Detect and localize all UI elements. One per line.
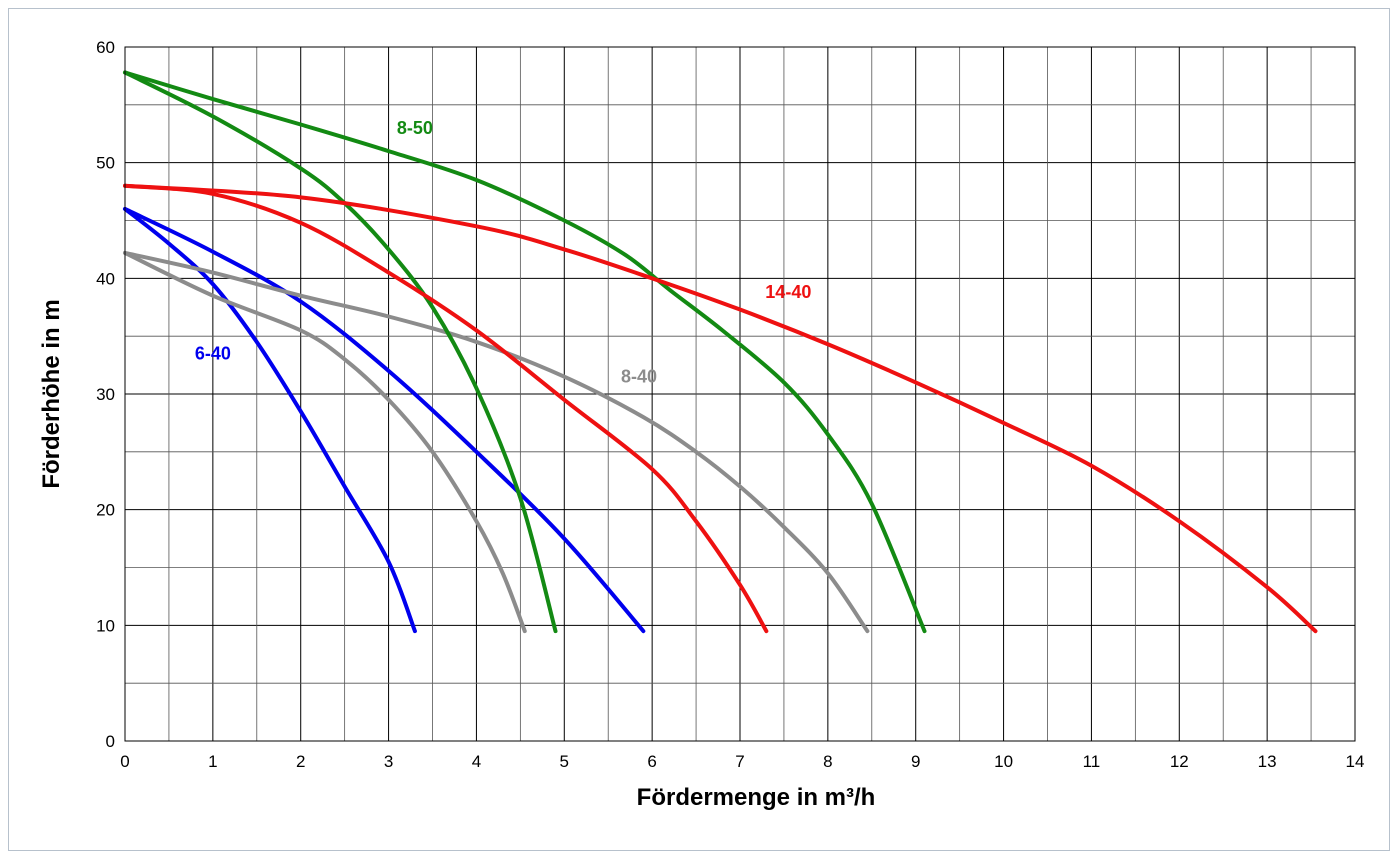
y-tick-label: 10	[96, 616, 115, 635]
x-tick-label: 6	[647, 752, 656, 771]
x-tick-label: 1	[208, 752, 217, 771]
x-axis-title: Fördermenge in m³/h	[637, 784, 876, 811]
x-tick-label: 2	[296, 752, 305, 771]
y-tick-label: 50	[96, 154, 115, 173]
x-tick-label: 11	[1083, 752, 1101, 771]
x-tick-label: 9	[911, 752, 920, 771]
series-line-8-40-1	[123, 250, 527, 634]
series-layer	[123, 70, 1318, 634]
x-tick-label: 14	[1346, 752, 1365, 771]
x-tick-labels: 0 1 2 3 4 5 6 7 8 9 10 11 12 13 14	[120, 752, 1364, 771]
series-line-8-50-2	[123, 70, 927, 634]
y-tick-labels: 0 10 20 30 40 50 60	[96, 38, 115, 751]
series-line-8-40-2	[123, 250, 870, 634]
x-tick-label: 8	[823, 752, 832, 771]
y-tick-label: 30	[96, 385, 115, 404]
series-line-14-40-1	[123, 183, 769, 634]
curve-label-14-40: 14-40	[765, 282, 811, 302]
x-tick-label: 5	[560, 752, 569, 771]
series-line-14-40-2	[123, 183, 1318, 634]
y-tick-label: 40	[96, 269, 115, 288]
curve-label-8-40: 8-40	[621, 366, 657, 386]
x-tick-label: 7	[735, 752, 744, 771]
y-axis-title: Förderhöhe in m	[38, 299, 65, 488]
x-tick-label: 3	[384, 752, 393, 771]
x-tick-label: 0	[120, 752, 129, 771]
series-line-8-50-1	[123, 70, 558, 634]
series-line-6-40-2	[123, 206, 646, 634]
x-tick-label: 13	[1258, 752, 1277, 771]
y-tick-label: 0	[106, 732, 115, 751]
curve-labels: 6-40 8-40 8-50 14-40	[195, 118, 812, 387]
plot-border	[124, 46, 1356, 742]
curve-label-8-50: 8-50	[397, 118, 433, 138]
grid-minor	[125, 47, 1355, 741]
x-tick-label: 10	[994, 752, 1013, 771]
series-line-6-40-1	[123, 206, 417, 634]
y-tick-label: 60	[96, 38, 115, 57]
chart-frame: 0 1 2 3 4 5 6 7 8 9 10 11 12 13 14 0 10 20 30 40 50 60 6-40 8…	[8, 8, 1390, 851]
x-tick-label: 4	[472, 752, 481, 771]
y-tick-label: 20	[96, 501, 115, 520]
curve-label-6-40: 6-40	[195, 343, 231, 363]
x-tick-label: 12	[1170, 752, 1189, 771]
grid-major	[125, 47, 1355, 741]
